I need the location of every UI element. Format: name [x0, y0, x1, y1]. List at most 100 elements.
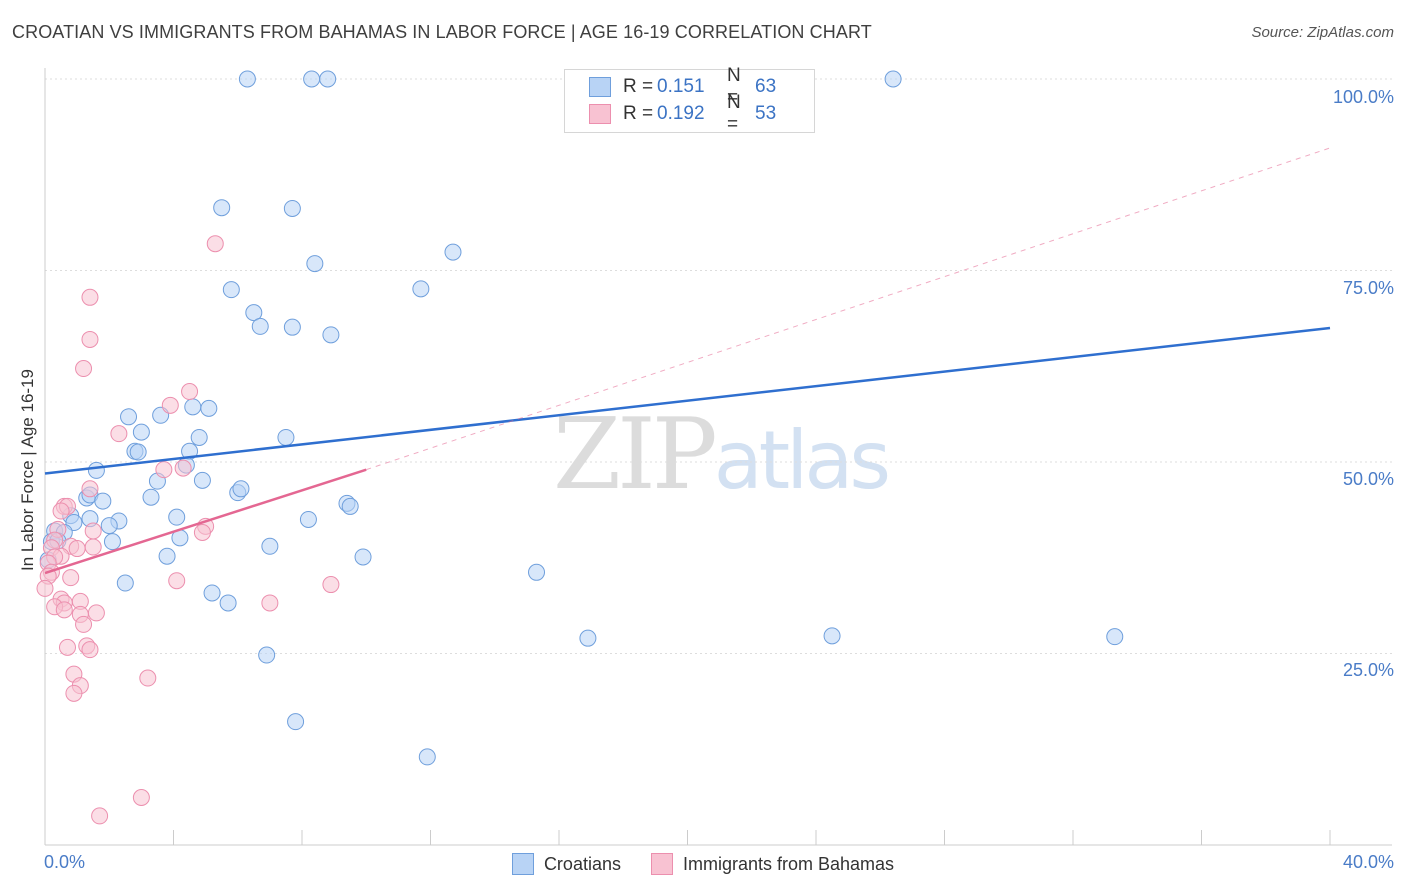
- point-bahamas: [206, 235, 224, 253]
- point-croatians: [203, 584, 221, 602]
- trend-extension-bahamas: [366, 147, 1331, 471]
- point-croatians: [238, 70, 256, 88]
- point-croatians: [884, 70, 902, 88]
- point-bahamas: [52, 502, 70, 520]
- point-bahamas: [87, 604, 105, 622]
- correlation-stats-box: R = 0.151 N = 63 R = 0.192 N = 53: [564, 65, 815, 135]
- legend-label-bahamas: Immigrants from Bahamas: [682, 853, 895, 874]
- trend-line-croatians: [44, 326, 1331, 475]
- point-croatians: [158, 547, 176, 565]
- r-label: R =: [623, 76, 654, 97]
- point-croatians: [319, 70, 337, 88]
- point-bahamas: [174, 459, 192, 477]
- point-croatians: [418, 748, 436, 766]
- point-bahamas: [84, 522, 102, 540]
- croatians-swatch: [589, 77, 611, 97]
- point-bahamas: [81, 288, 99, 306]
- source-attribution: Source: ZipAtlas.com: [1251, 24, 1394, 41]
- point-croatians: [283, 199, 301, 217]
- r-label: R =: [623, 103, 654, 124]
- point-bahamas: [36, 579, 54, 597]
- y-axis-label: In Labor Force | Age 16-19: [18, 369, 37, 571]
- point-croatians: [120, 408, 138, 426]
- point-bahamas: [161, 396, 179, 414]
- y-tick-label-100: 100.0%: [1332, 87, 1394, 107]
- point-croatians: [412, 280, 430, 298]
- point-croatians: [200, 399, 218, 417]
- point-croatians: [303, 70, 321, 88]
- zipatlas-watermark: ZIPatlas: [553, 398, 891, 512]
- watermark-atlas: atlas: [713, 414, 891, 507]
- point-croatians: [823, 627, 841, 645]
- point-bahamas: [68, 540, 86, 558]
- point-croatians: [322, 326, 340, 344]
- point-bahamas: [75, 615, 93, 633]
- y-tick-label-75: 75.0%: [1342, 278, 1394, 298]
- point-bahamas: [81, 480, 99, 498]
- point-croatians: [193, 471, 211, 489]
- point-bahamas: [132, 789, 150, 807]
- point-bahamas: [58, 638, 76, 656]
- point-croatians: [528, 563, 546, 581]
- point-croatians: [261, 537, 279, 555]
- point-bahamas: [139, 669, 157, 687]
- point-croatians: [245, 304, 263, 322]
- point-croatians: [1106, 628, 1124, 646]
- point-croatians: [232, 480, 250, 498]
- point-croatians: [277, 428, 295, 446]
- point-bahamas: [322, 576, 340, 594]
- point-bahamas: [55, 601, 73, 619]
- point-croatians: [142, 488, 160, 506]
- point-croatians: [94, 492, 112, 510]
- legend-label-croatians: Croatians: [543, 853, 621, 874]
- r-value: 0.151: [657, 76, 705, 97]
- point-croatians: [306, 255, 324, 273]
- trend-line-bahamas: [44, 468, 367, 575]
- point-croatians: [579, 629, 597, 647]
- point-bahamas: [81, 641, 99, 659]
- point-croatians: [299, 510, 317, 528]
- point-croatians: [251, 317, 269, 335]
- point-croatians: [116, 574, 134, 592]
- point-bahamas: [91, 807, 109, 825]
- point-bahamas: [110, 425, 128, 443]
- x-tick-label-min: 0.0%: [44, 852, 86, 872]
- point-croatians: [283, 318, 301, 336]
- watermark-zip: ZIP: [553, 398, 718, 512]
- point-croatians: [222, 281, 240, 299]
- point-croatians: [258, 646, 276, 664]
- n-label: N =: [727, 65, 741, 108]
- n-value: 63: [755, 76, 777, 97]
- point-croatians: [129, 443, 147, 461]
- y-tick-label-50: 50.0%: [1342, 469, 1394, 489]
- chart-legend: Croatians Immigrants from Bahamas: [0, 853, 1406, 875]
- point-croatians: [287, 713, 305, 731]
- legend-item-bahamas[interactable]: Immigrants from Bahamas: [650, 853, 895, 875]
- stats-row-croatians: R = 0.151 N = 63: [589, 65, 777, 108]
- chart-title: CROATIAN VS IMMIGRANTS FROM BAHAMAS IN L…: [12, 22, 872, 42]
- point-croatians: [87, 461, 105, 479]
- point-croatians: [190, 428, 208, 446]
- r-value: 0.192: [657, 103, 705, 124]
- n-value: 53: [755, 103, 777, 124]
- n-label: N =: [727, 92, 741, 135]
- point-bahamas: [261, 594, 279, 612]
- point-bahamas: [168, 572, 186, 590]
- point-bahamas: [62, 569, 80, 587]
- point-croatians: [132, 423, 150, 441]
- bahamas-swatch: [589, 104, 611, 124]
- point-croatians: [444, 243, 462, 261]
- point-bahamas: [81, 330, 99, 348]
- point-croatians: [219, 594, 237, 612]
- stats-row-bahamas: R = 0.192 N = 53: [589, 92, 777, 135]
- point-croatians: [213, 199, 231, 217]
- point-bahamas: [155, 461, 173, 479]
- point-bahamas: [193, 523, 211, 541]
- point-croatians: [103, 533, 121, 551]
- point-croatians: [341, 497, 359, 515]
- legend-swatch-croatians: [511, 853, 534, 875]
- y-tick-label-25: 25.0%: [1342, 660, 1394, 680]
- point-croatians: [184, 398, 202, 416]
- legend-item-croatians[interactable]: Croatians: [511, 853, 621, 875]
